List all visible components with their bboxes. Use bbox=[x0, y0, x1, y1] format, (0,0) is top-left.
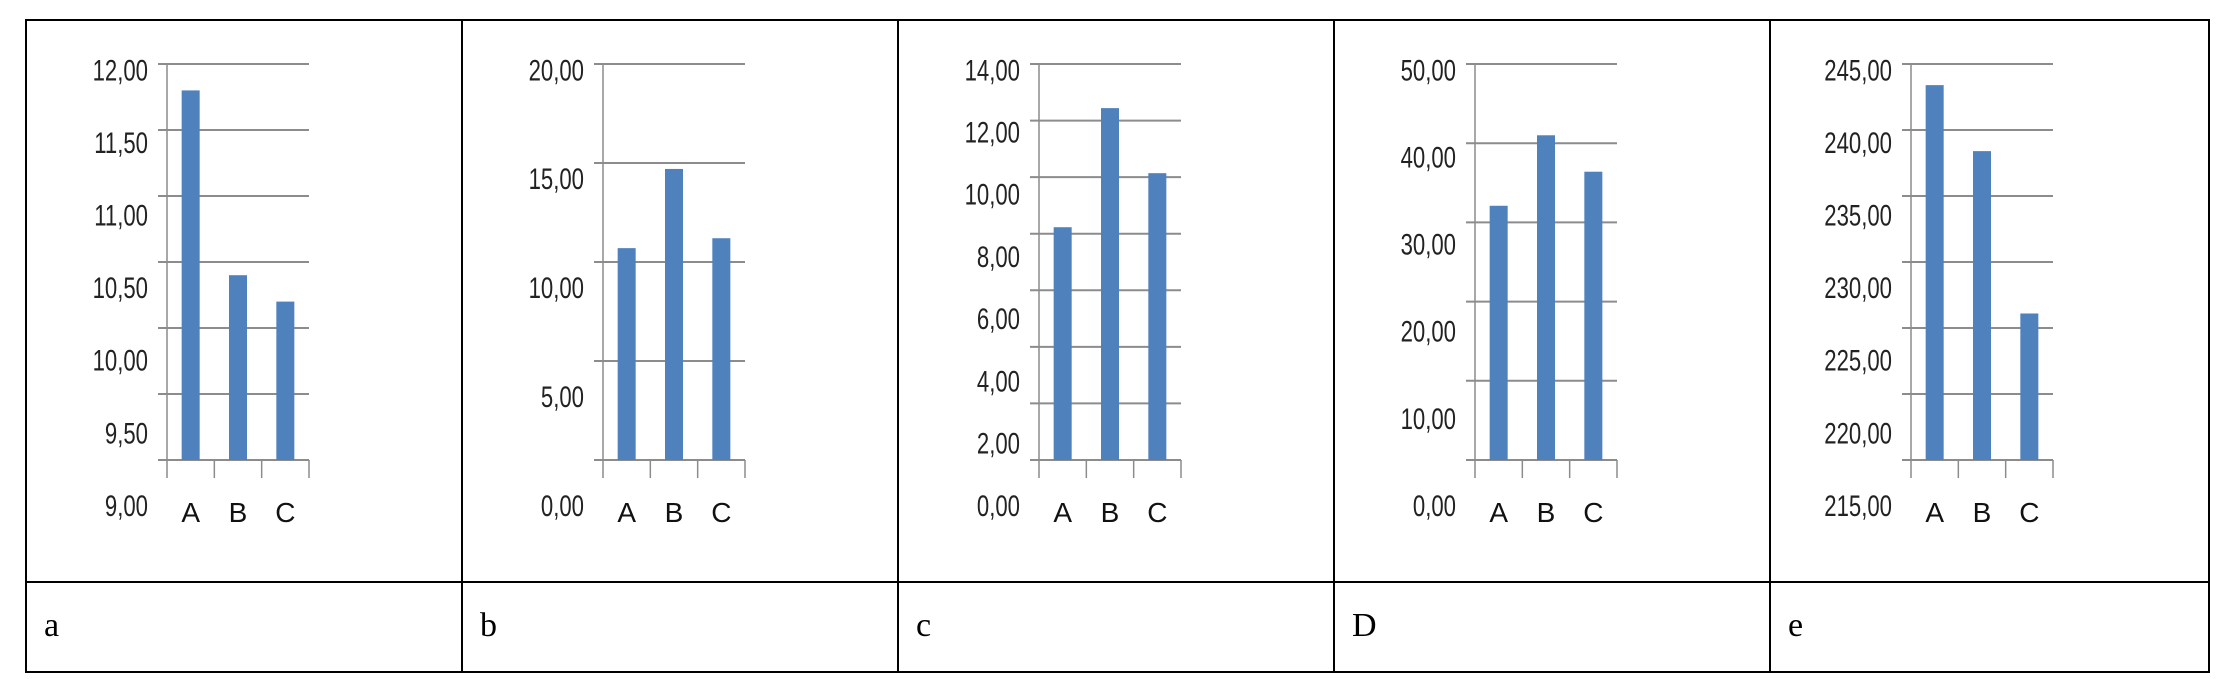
y-tick-label: 10,00 bbox=[93, 343, 148, 377]
x-category-label: B bbox=[1101, 497, 1120, 528]
x-category-label: B bbox=[229, 497, 248, 528]
bar-B bbox=[1537, 135, 1555, 460]
bar-B bbox=[1973, 151, 1991, 460]
x-category-label: C bbox=[2019, 497, 2039, 528]
y-tick-label: 235,00 bbox=[1824, 198, 1892, 232]
y-tick-label: 11,50 bbox=[94, 126, 148, 160]
y-tick-label: 50,00 bbox=[1401, 53, 1456, 87]
y-tick-label: 4,00 bbox=[977, 364, 1020, 398]
y-tick-label: 9,50 bbox=[105, 416, 148, 450]
bar-A bbox=[1053, 227, 1072, 460]
y-tick-label: 9,00 bbox=[105, 489, 148, 523]
y-tick-label: 215,00 bbox=[1824, 489, 1892, 523]
y-tick-label: 245,00 bbox=[1824, 53, 1892, 87]
y-tick-label: 2,00 bbox=[977, 426, 1020, 460]
bar-A bbox=[617, 248, 636, 460]
y-tick-label: 30,00 bbox=[1401, 227, 1456, 261]
bar-C bbox=[1148, 173, 1167, 460]
bar-C bbox=[276, 301, 295, 460]
y-tick-label: 12,00 bbox=[965, 115, 1020, 149]
x-category-label: C bbox=[711, 497, 731, 528]
x-category-label: A bbox=[617, 497, 636, 528]
bar-A bbox=[181, 90, 200, 461]
chart-e: 215,00 220,00 225,00 230,00 235,00 240,00 245,… bbox=[1788, 53, 2054, 644]
y-tick-label: 10,00 bbox=[529, 271, 584, 305]
y-tick-label: 10,00 bbox=[965, 178, 1020, 212]
x-category-label: A bbox=[1489, 497, 1508, 528]
y-tick-label: 220,00 bbox=[1824, 416, 1892, 450]
panel-label: D bbox=[1352, 607, 1377, 644]
y-tick-label: 10,00 bbox=[1401, 402, 1456, 436]
y-tick-label: 12,00 bbox=[93, 53, 148, 87]
y-tick-label: 230,00 bbox=[1824, 271, 1892, 305]
y-tick-label: 0,00 bbox=[1413, 489, 1456, 523]
bar-A bbox=[1489, 205, 1508, 460]
y-tick-label: 0,00 bbox=[977, 489, 1020, 523]
panel-label: c bbox=[916, 607, 931, 644]
y-tick-label: 20,00 bbox=[529, 53, 584, 87]
chart-b: 0,00 5,00 10,00 15,00 20,00 A B Cb bbox=[480, 53, 746, 644]
table-border bbox=[25, 19, 2210, 673]
bar-B bbox=[665, 168, 683, 460]
bar-C bbox=[712, 238, 731, 460]
chart-D: 0,00 10,00 20,00 30,00 40,00 50,00 A B C D bbox=[1352, 53, 1618, 644]
x-category-label: B bbox=[665, 497, 684, 528]
bar-C bbox=[2020, 313, 2039, 460]
y-tick-label: 0,00 bbox=[541, 489, 584, 523]
x-category-label: A bbox=[1053, 497, 1072, 528]
x-category-label: C bbox=[275, 497, 295, 528]
panel-label: b bbox=[480, 607, 497, 644]
x-category-label: B bbox=[1973, 497, 1992, 528]
panel-label: e bbox=[1788, 607, 1803, 644]
y-tick-label: 225,00 bbox=[1824, 343, 1892, 377]
bar-B bbox=[229, 275, 247, 460]
y-tick-label: 8,00 bbox=[977, 240, 1020, 274]
y-tick-label: 240,00 bbox=[1824, 126, 1892, 160]
y-tick-label: 15,00 bbox=[529, 162, 584, 196]
y-tick-label: 40,00 bbox=[1401, 140, 1456, 174]
x-category-label: B bbox=[1537, 497, 1556, 528]
chart-c: 0,00 2,00 4,00 6,00 8,00 10,00 12,00 14,00 A B Cc bbox=[916, 53, 1182, 644]
y-tick-label: 10,50 bbox=[93, 271, 148, 305]
bar-B bbox=[1101, 108, 1119, 460]
x-category-label: A bbox=[181, 497, 200, 528]
bar-C bbox=[1584, 171, 1603, 460]
x-category-label: C bbox=[1147, 497, 1167, 528]
y-tick-label: 20,00 bbox=[1401, 314, 1456, 348]
y-tick-label: 5,00 bbox=[541, 380, 584, 414]
y-tick-label: 11,00 bbox=[94, 198, 148, 232]
panel-label: a bbox=[44, 607, 59, 644]
chart-a: 9,00 9,50 10,00 10,50 11,00 11,50 12,00 A B Ca bbox=[44, 53, 310, 644]
bar-A bbox=[1925, 85, 1944, 461]
y-tick-label: 6,00 bbox=[977, 302, 1020, 336]
x-category-label: A bbox=[1925, 497, 1944, 528]
x-category-label: C bbox=[1583, 497, 1603, 528]
y-tick-label: 14,00 bbox=[965, 53, 1020, 87]
